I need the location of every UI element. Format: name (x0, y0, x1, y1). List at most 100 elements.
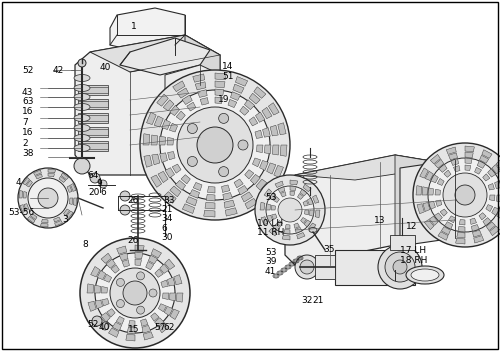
Circle shape (428, 158, 500, 232)
Text: 6: 6 (100, 188, 106, 197)
Bar (78, 99, 108, 109)
Polygon shape (290, 180, 298, 185)
Polygon shape (198, 90, 207, 98)
Polygon shape (206, 194, 215, 201)
Polygon shape (195, 82, 206, 90)
Polygon shape (140, 319, 148, 326)
Polygon shape (223, 193, 232, 200)
Text: 19: 19 (218, 95, 230, 104)
Polygon shape (249, 93, 260, 104)
Polygon shape (310, 210, 314, 216)
Circle shape (74, 158, 90, 174)
Polygon shape (428, 201, 436, 209)
Polygon shape (492, 165, 500, 174)
Circle shape (443, 173, 487, 217)
Polygon shape (48, 169, 56, 173)
Polygon shape (465, 165, 470, 171)
Polygon shape (262, 128, 270, 137)
Text: 11 RH: 11 RH (257, 228, 284, 237)
Polygon shape (170, 105, 179, 115)
Polygon shape (163, 100, 174, 111)
Bar (78, 85, 108, 95)
Circle shape (116, 278, 124, 286)
Polygon shape (176, 111, 186, 120)
Polygon shape (261, 217, 268, 225)
Polygon shape (280, 145, 287, 156)
Polygon shape (274, 197, 280, 203)
Polygon shape (249, 117, 258, 126)
Text: 40: 40 (100, 63, 112, 72)
Polygon shape (230, 92, 240, 100)
Polygon shape (152, 154, 160, 165)
Polygon shape (400, 160, 462, 246)
Polygon shape (276, 221, 282, 226)
Polygon shape (172, 164, 181, 173)
Polygon shape (303, 200, 308, 206)
Polygon shape (120, 253, 128, 261)
Polygon shape (226, 208, 237, 216)
Polygon shape (95, 317, 106, 327)
Polygon shape (282, 235, 290, 240)
Text: 15: 15 (128, 325, 140, 334)
Polygon shape (296, 232, 305, 239)
Polygon shape (42, 219, 48, 223)
Polygon shape (204, 210, 215, 217)
Bar (78, 101, 108, 107)
Polygon shape (54, 217, 60, 222)
Text: 51: 51 (222, 72, 234, 81)
Polygon shape (242, 192, 252, 202)
Text: 4: 4 (16, 178, 22, 187)
Polygon shape (430, 154, 440, 164)
Ellipse shape (74, 114, 90, 121)
Polygon shape (158, 323, 169, 333)
Polygon shape (486, 205, 492, 212)
Polygon shape (215, 89, 224, 95)
Polygon shape (144, 332, 154, 340)
Polygon shape (162, 120, 170, 130)
Polygon shape (116, 316, 124, 324)
Polygon shape (424, 220, 434, 230)
Circle shape (144, 258, 150, 263)
Polygon shape (90, 35, 220, 72)
Polygon shape (250, 174, 260, 185)
Polygon shape (19, 191, 23, 198)
Polygon shape (266, 163, 276, 174)
Circle shape (99, 180, 107, 188)
Polygon shape (128, 320, 135, 327)
Polygon shape (472, 230, 482, 237)
Polygon shape (254, 87, 266, 98)
Polygon shape (490, 195, 495, 201)
Circle shape (218, 167, 228, 177)
Polygon shape (434, 159, 444, 168)
Polygon shape (34, 170, 42, 176)
Polygon shape (300, 218, 306, 224)
Polygon shape (300, 189, 307, 196)
Polygon shape (101, 253, 112, 263)
Polygon shape (255, 130, 262, 138)
Bar (78, 127, 108, 137)
Polygon shape (181, 175, 190, 184)
Polygon shape (94, 285, 100, 293)
Polygon shape (256, 112, 265, 122)
Polygon shape (244, 170, 254, 179)
Polygon shape (274, 165, 283, 178)
Polygon shape (36, 174, 43, 179)
Polygon shape (240, 106, 249, 115)
Polygon shape (164, 306, 173, 316)
Circle shape (18, 168, 78, 228)
Text: 26: 26 (127, 236, 138, 245)
Text: 1: 1 (131, 22, 137, 31)
Polygon shape (150, 313, 159, 321)
Polygon shape (164, 259, 175, 270)
Polygon shape (144, 155, 152, 167)
Polygon shape (127, 327, 135, 334)
Circle shape (136, 249, 140, 253)
Polygon shape (483, 218, 491, 226)
Polygon shape (165, 65, 215, 102)
Text: 33: 33 (163, 196, 174, 205)
Polygon shape (190, 190, 200, 198)
Polygon shape (178, 88, 188, 98)
Ellipse shape (309, 227, 317, 232)
Circle shape (136, 272, 144, 280)
Polygon shape (193, 74, 204, 82)
